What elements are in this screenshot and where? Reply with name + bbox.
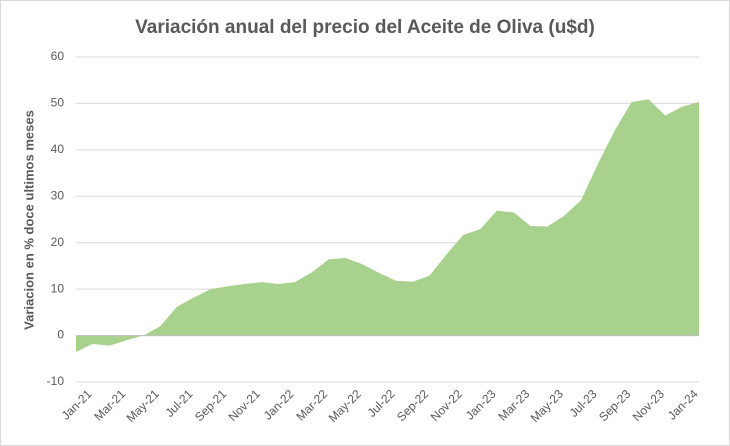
y-tick-label: -10 xyxy=(47,374,65,388)
y-tick-label: 40 xyxy=(51,142,65,156)
y-axis-title: Variacion en % doce ultimos meses xyxy=(21,110,36,330)
y-tick-label: 20 xyxy=(51,235,65,249)
chart-title: Variación anual del precio del Aceite de… xyxy=(135,17,595,38)
area xyxy=(76,99,699,352)
y-tick-label: 50 xyxy=(51,96,65,110)
y-tick-label: 60 xyxy=(51,49,65,63)
y-tick-label: 30 xyxy=(51,188,65,202)
y-tick-label: 0 xyxy=(57,328,64,342)
y-tick-label: 10 xyxy=(51,281,65,295)
